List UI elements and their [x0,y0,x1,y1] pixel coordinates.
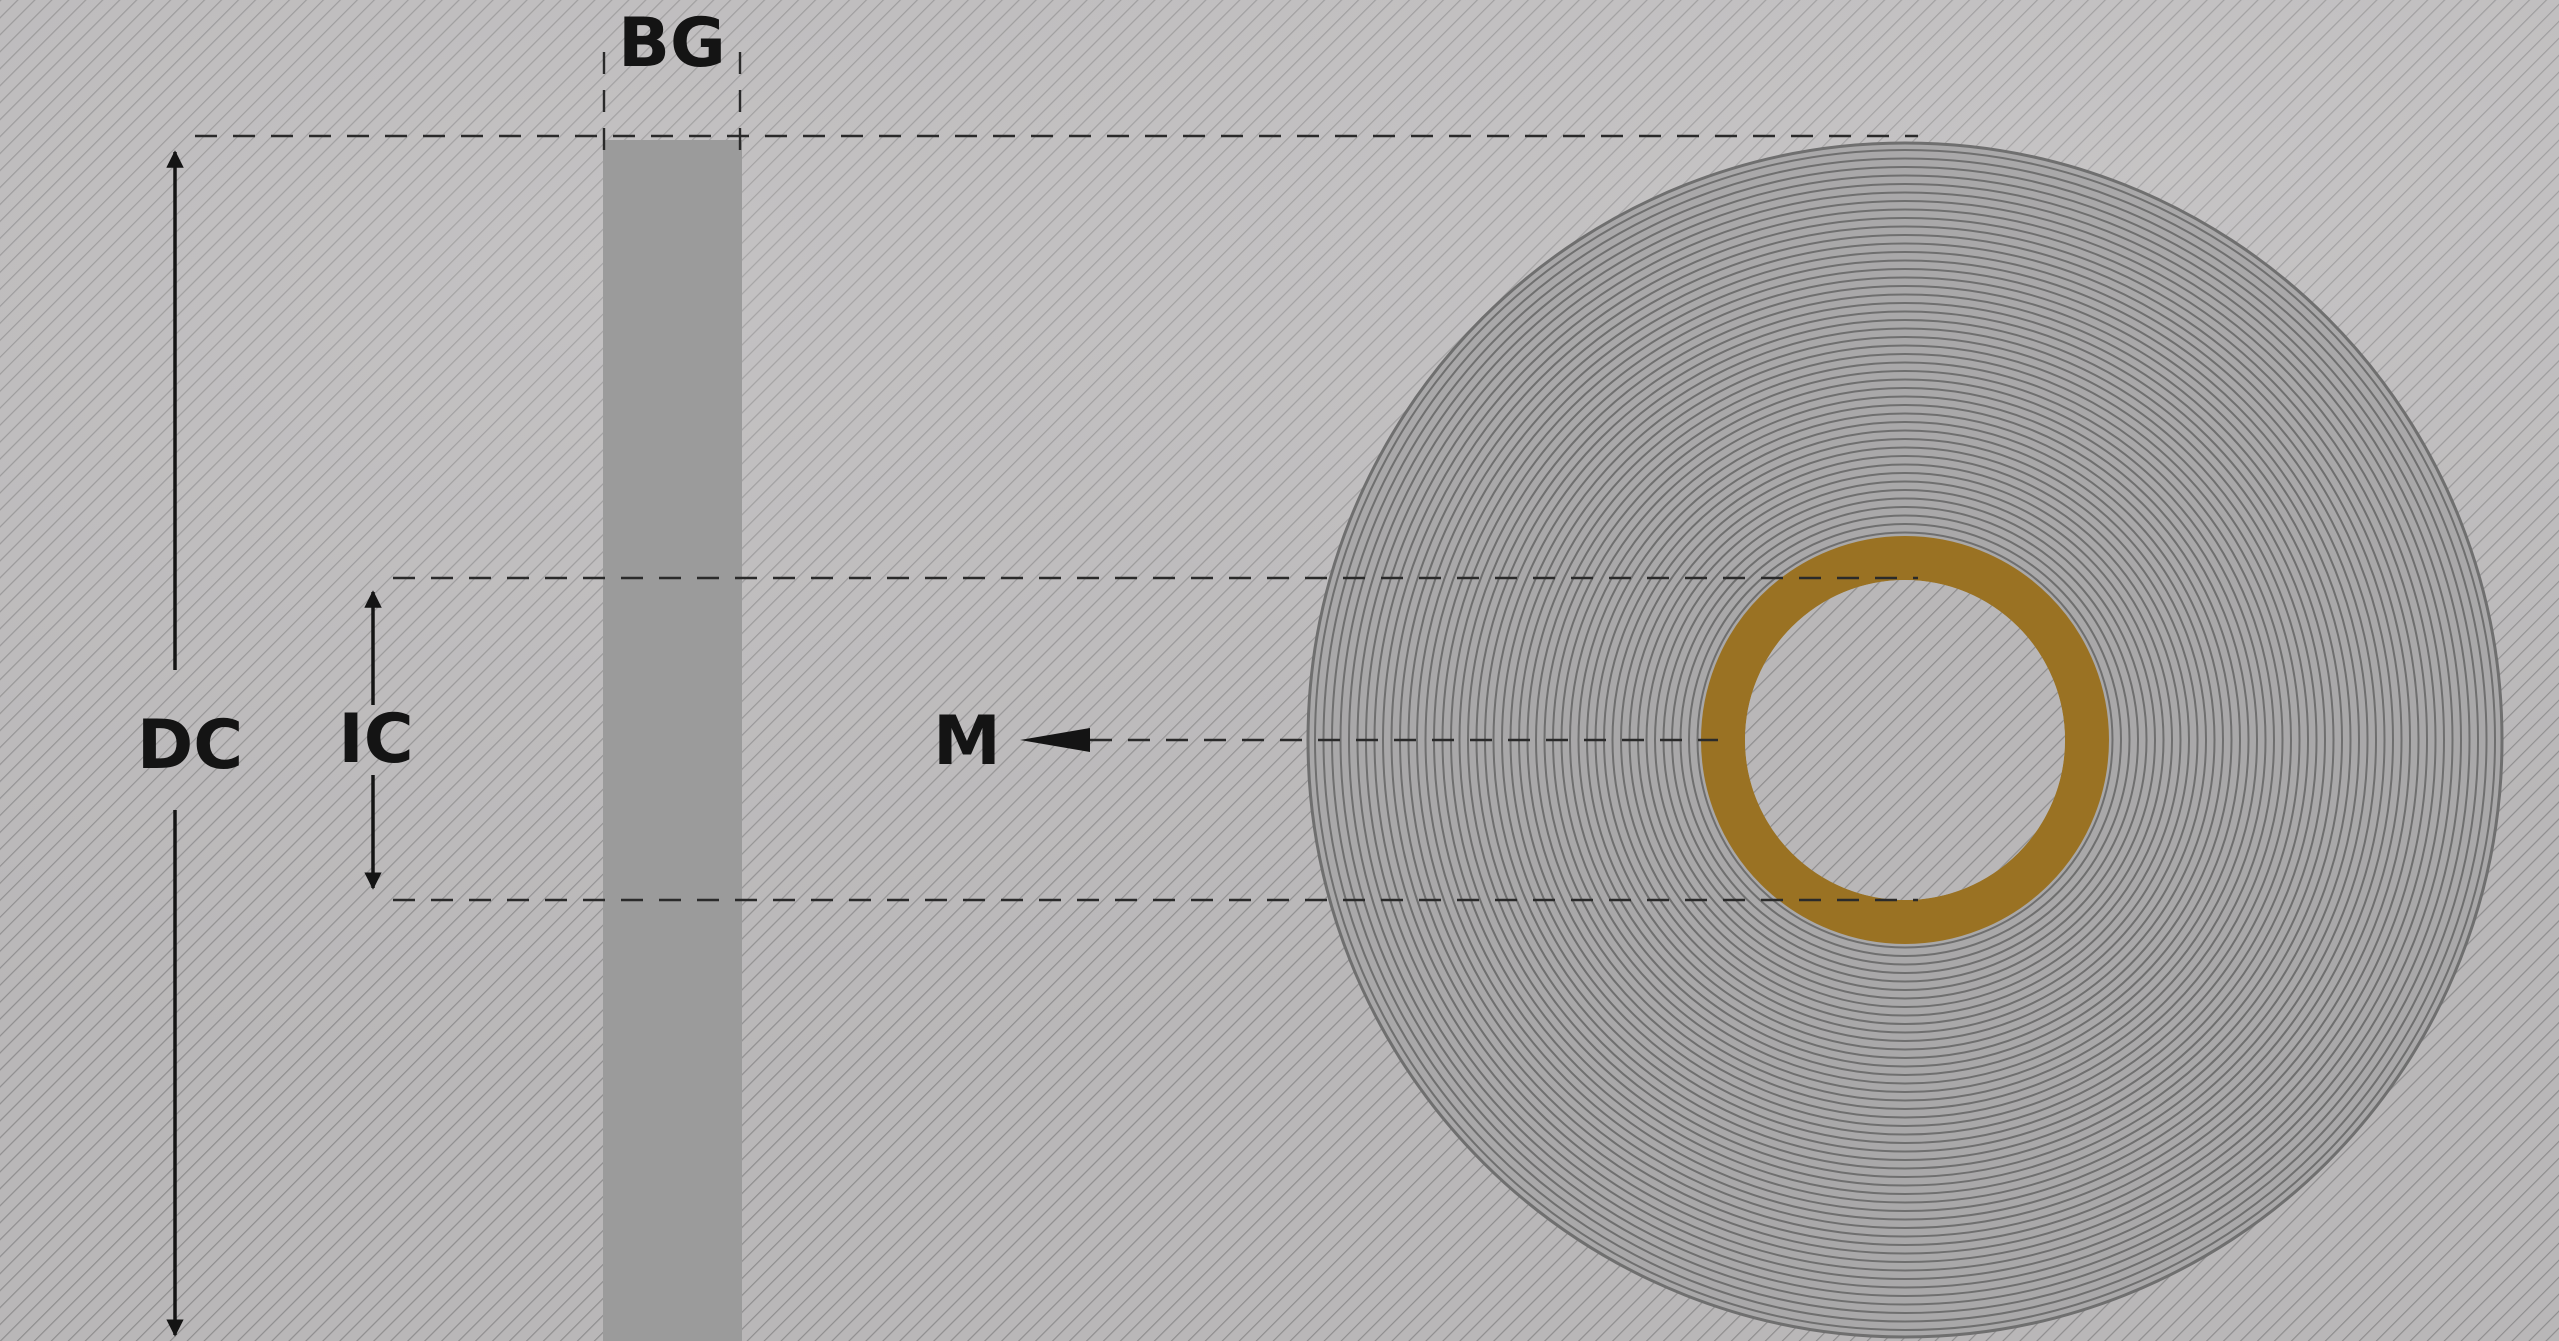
dimension-arrows [166,150,382,1337]
winding-ring [1620,455,2190,1025]
winding-ring [1314,149,2496,1331]
ic-label: IC [338,700,413,779]
winding-ring [1467,302,2343,1178]
m-arrowhead [1020,728,1090,752]
winding-ring [1348,183,2462,1297]
dc-label: DC [137,706,243,785]
winding-ring [1458,293,2352,1187]
winding-ring [1569,404,2241,1076]
winding-ring [1416,251,2394,1229]
core-hole [1745,580,2065,900]
winding-ring [1339,174,2471,1306]
winding-ring [1501,336,2309,1144]
tape-strip-side-view [603,140,742,1341]
winding-ring [1654,489,2156,991]
core-ring [1701,536,2109,944]
tape-roll [1306,141,2504,1339]
winding-ring [1611,446,2199,1034]
winding-ring [1696,531,2114,949]
winding-ring [1577,412,2233,1068]
winding-ring [1535,370,2275,1110]
m-label: M [933,702,1001,781]
winding-ring [1688,523,2122,957]
bg-label: BG [618,4,726,83]
winding-ring [1390,225,2420,1255]
winding-ring [1492,327,2318,1153]
winding-ring [1645,480,2165,1000]
winding-ring [1382,217,2428,1263]
extension-lines [195,52,1918,902]
winding-ring [1543,378,2267,1102]
winding-ring [1424,259,2386,1221]
